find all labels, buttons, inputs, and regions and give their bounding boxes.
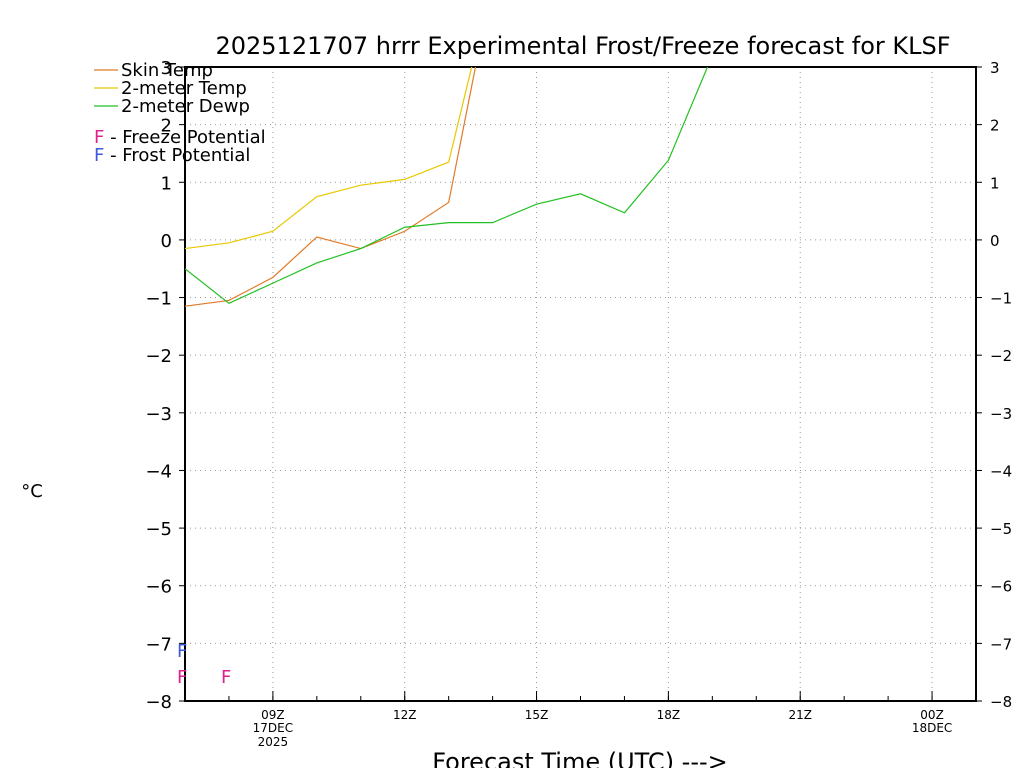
y-tick-label-right: −2 — [990, 347, 1012, 365]
grid — [185, 67, 976, 701]
series-line-2-meter-dewp — [185, 67, 709, 305]
potential-legend-entry: F - Freeze Potential — [94, 127, 266, 148]
x-tick-label: 15Z — [525, 708, 549, 722]
y-tick-label-left: 3 — [161, 58, 172, 79]
x-tick-year-label: 2025 — [258, 735, 289, 749]
y-tick-label-right: 2 — [990, 117, 1000, 135]
freeze-potential-marker: F — [177, 667, 187, 688]
potential-legend-letter: F — [94, 145, 104, 166]
legend-label: Skin Temp — [121, 60, 213, 81]
x-tick-label: 21Z — [788, 708, 812, 722]
y-tick-label-left: −3 — [145, 404, 172, 425]
series-line-2-meter-temp — [185, 67, 473, 250]
y-tick-label-left: −4 — [145, 461, 172, 482]
y-tick-label-left: −6 — [145, 577, 172, 598]
y-tick-label-left: −7 — [145, 634, 172, 655]
x-tick-label: 00Z — [920, 708, 944, 722]
freeze-potential-marker: F — [221, 667, 231, 688]
legend-label: 2-meter Temp — [121, 78, 247, 99]
y-tick-label-left: −2 — [145, 346, 172, 367]
y-tick-label-left: −8 — [145, 692, 172, 713]
y-tick-label-left: 1 — [161, 173, 172, 194]
y-axis-unit-label: °C — [21, 481, 43, 502]
potential-legend-letter: F — [94, 127, 104, 148]
y-tick-label-right: 3 — [990, 59, 1000, 77]
x-axis-title: Forecast Time (UTC) ---> — [432, 748, 728, 768]
y-tick-label-right: −4 — [990, 462, 1012, 480]
y-tick-label-right: 0 — [990, 232, 1000, 250]
series-lines — [185, 67, 709, 307]
potential-legend-text: - Frost Potential — [104, 145, 250, 166]
y-tick-label-right: 1 — [990, 174, 1000, 192]
legend-label: 2-meter Dewp — [121, 96, 250, 117]
y-tick-label-left: 2 — [161, 116, 172, 137]
x-tick-label: 18Z — [657, 708, 681, 722]
chart-title: 2025121707 hrrr Experimental Frost/Freez… — [215, 32, 950, 60]
y-tick-label-right: −8 — [990, 693, 1012, 711]
y-tick-label-left: −5 — [145, 519, 172, 540]
x-tick-label: 12Z — [393, 708, 417, 722]
x-tick-label: 09Z — [261, 708, 285, 722]
y-axis: 3 3 2 2 1 1 0 0 −1 −1 −2 −2 −3 −3 −4 −4 −5 −5 −6 −6 −7 −7 −8 −8 — [145, 58, 1012, 713]
x-tick-date-label: 17DEC — [253, 721, 293, 735]
y-tick-label-right: −6 — [990, 578, 1012, 596]
potential-legend-entry: F - Frost Potential — [94, 145, 250, 166]
y-tick-label-right: −3 — [990, 405, 1012, 423]
y-tick-label-right: −7 — [990, 635, 1012, 653]
frost-potential-marker: F — [177, 641, 187, 662]
y-tick-label-right: −5 — [990, 520, 1012, 538]
y-tick-label-left: −1 — [145, 289, 172, 310]
potential-legend-text: - Freeze Potential — [104, 127, 265, 148]
potential-markers: FF F — [177, 641, 231, 688]
plot-frame — [184, 66, 977, 702]
y-tick-label-left: 0 — [161, 231, 172, 252]
series-line-skin-temp — [185, 67, 477, 307]
y-tick-label-right: −1 — [990, 290, 1012, 308]
x-tick-date-label: 18DEC — [912, 721, 952, 735]
